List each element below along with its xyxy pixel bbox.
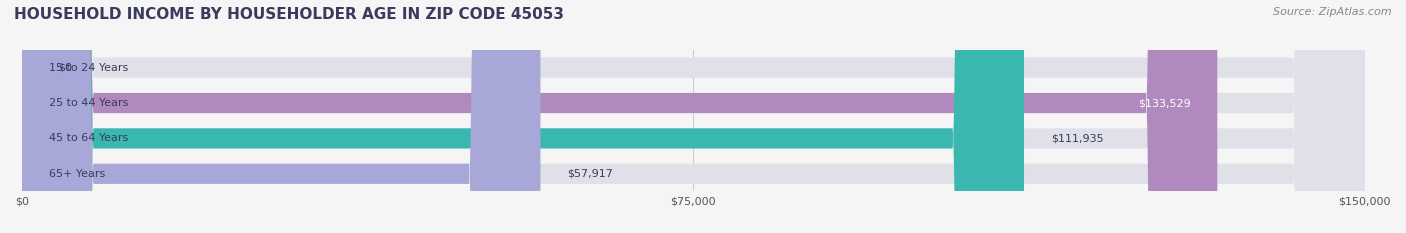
Text: 25 to 44 Years: 25 to 44 Years bbox=[49, 98, 128, 108]
Text: $111,935: $111,935 bbox=[1050, 134, 1104, 144]
Text: 65+ Years: 65+ Years bbox=[49, 169, 105, 179]
Text: HOUSEHOLD INCOME BY HOUSEHOLDER AGE IN ZIP CODE 45053: HOUSEHOLD INCOME BY HOUSEHOLDER AGE IN Z… bbox=[14, 7, 564, 22]
Text: $57,917: $57,917 bbox=[567, 169, 613, 179]
FancyBboxPatch shape bbox=[22, 0, 1218, 233]
Text: $0: $0 bbox=[58, 63, 72, 73]
Text: Source: ZipAtlas.com: Source: ZipAtlas.com bbox=[1274, 7, 1392, 17]
Text: 15 to 24 Years: 15 to 24 Years bbox=[49, 63, 128, 73]
Text: $133,529: $133,529 bbox=[1137, 98, 1191, 108]
FancyBboxPatch shape bbox=[22, 0, 1365, 233]
FancyBboxPatch shape bbox=[22, 0, 1365, 233]
FancyBboxPatch shape bbox=[22, 0, 1365, 233]
FancyBboxPatch shape bbox=[22, 0, 1024, 233]
FancyBboxPatch shape bbox=[22, 0, 1365, 233]
Text: 45 to 64 Years: 45 to 64 Years bbox=[49, 134, 128, 144]
FancyBboxPatch shape bbox=[22, 0, 540, 233]
